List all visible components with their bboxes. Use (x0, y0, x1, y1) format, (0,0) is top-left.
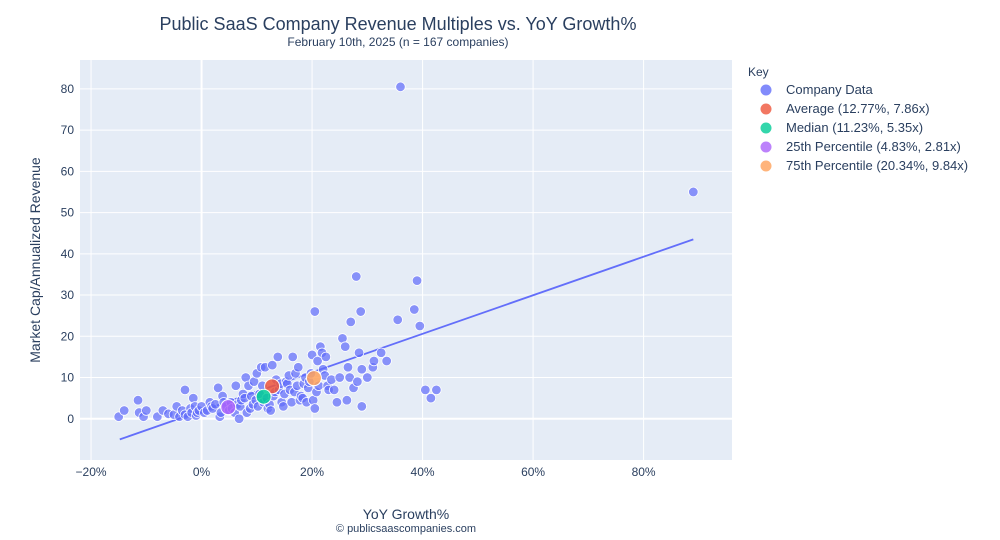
data-point (267, 359, 278, 371)
x-tick-label: −20% (76, 465, 107, 479)
data-point (278, 401, 289, 412)
gridlines (80, 60, 732, 460)
data-point (420, 384, 431, 396)
legend-marker (760, 84, 772, 96)
data-point (340, 341, 351, 352)
data-point (411, 275, 423, 286)
chart-subtitle: February 10th, 2025 (n = 167 companies) (287, 35, 508, 49)
data-point (356, 401, 367, 412)
legend-item-label: Company Data (786, 82, 873, 97)
data-point (355, 306, 366, 317)
axis-ticks: −20% 0% 20% 40% 60% 80% 0 10 20 30 40 50 60 70 80 (61, 82, 656, 479)
legend-marker (760, 141, 772, 153)
x-tick-label: 60% (521, 465, 545, 479)
y-tick-label: 20 (61, 329, 75, 343)
data-point (334, 372, 345, 383)
y-axis-label: Market Cap/Annualized Revenue (27, 157, 43, 363)
chart-title: Public SaaS Company Revenue Multiples vs… (160, 14, 637, 34)
average-marker (264, 378, 281, 395)
data-point (409, 304, 420, 315)
y-tick-label: 80 (61, 82, 75, 96)
data-point (132, 395, 144, 406)
data-point (212, 382, 224, 394)
data-point (345, 316, 356, 328)
data-point (381, 355, 392, 367)
p25-marker (220, 399, 237, 416)
y-tick-label: 70 (61, 123, 75, 137)
data-point (141, 405, 152, 416)
legend-item-label: 75th Percentile (20.34%, 9.84x) (786, 158, 968, 173)
data-point (414, 320, 426, 332)
x-tick-label: 80% (632, 465, 656, 479)
x-tick-label: 0% (193, 465, 211, 479)
x-tick-label: 20% (300, 465, 324, 479)
data-point (230, 380, 242, 391)
data-point (362, 372, 373, 383)
p75-marker (305, 370, 322, 387)
data-point (392, 314, 403, 325)
data-point (352, 376, 363, 387)
legend-item-label: Average (12.77%, 7.86x) (786, 101, 930, 116)
legend-item-label: Median (11.23%, 5.35x) (786, 120, 923, 135)
data-point (272, 351, 284, 363)
y-tick-label: 30 (61, 288, 75, 302)
data-point (425, 392, 437, 404)
data-point (265, 405, 276, 416)
legend-marker (760, 122, 772, 134)
legend-title: Key (748, 65, 769, 79)
data-point (179, 384, 191, 396)
y-tick-label: 50 (61, 206, 75, 220)
data-point (342, 362, 354, 373)
data-point (328, 384, 340, 396)
data-point (353, 347, 365, 358)
data-point (368, 355, 380, 367)
data-point (351, 271, 362, 282)
data-point (375, 347, 387, 358)
y-tick-label: 0 (67, 412, 74, 426)
copyright-footer: © publicsaascompanies.com (336, 523, 476, 535)
data-point (356, 364, 367, 375)
data-point (395, 81, 406, 93)
data-point (431, 384, 442, 396)
data-point (119, 405, 130, 416)
data-point (233, 413, 245, 424)
data-point (312, 355, 323, 367)
y-tick-label: 60 (61, 164, 75, 178)
legend: Key Company Data Average (12.77%, 7.86x) M… (748, 65, 968, 173)
data-point (341, 395, 353, 406)
data-point (293, 362, 304, 373)
y-tick-label: 10 (61, 371, 75, 385)
x-axis-label: YoY Growth% (363, 506, 449, 522)
data-point (320, 351, 332, 363)
median-marker (255, 388, 272, 405)
data-point (309, 403, 321, 414)
legend-marker (760, 103, 772, 115)
legend-item-label: 25th Percentile (4.83%, 2.81x) (786, 139, 961, 154)
data-point (331, 397, 343, 408)
data-point (309, 306, 321, 317)
data-point (688, 186, 699, 198)
legend-marker (760, 160, 772, 172)
y-tick-label: 40 (61, 247, 75, 261)
data-points (113, 81, 699, 424)
x-tick-label: 40% (411, 465, 435, 479)
data-point (287, 351, 298, 363)
